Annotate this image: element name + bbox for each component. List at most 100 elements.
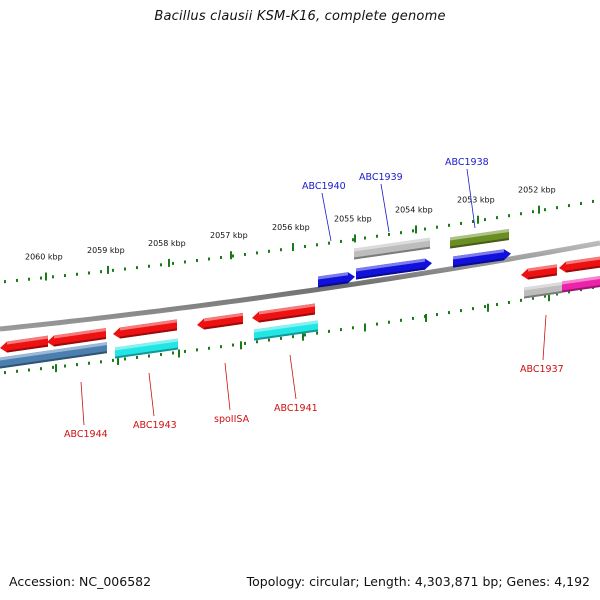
gene-abc1941-arrow[interactable] bbox=[252, 303, 315, 323]
gene-abc1944-feature-shadow bbox=[0, 351, 107, 369]
upper-scale-dot bbox=[568, 204, 570, 208]
gene-abc1938-feature-highlight bbox=[450, 229, 509, 241]
scale-tick bbox=[477, 215, 479, 224]
gene-abc1939-feature[interactable] bbox=[354, 237, 430, 260]
upper-scale-dot bbox=[208, 257, 210, 261]
lower-scale-dot bbox=[124, 357, 126, 361]
upper-scale-dot bbox=[40, 276, 42, 280]
gene-abc1941-feature[interactable] bbox=[254, 320, 318, 341]
lower-scale-dot bbox=[232, 343, 234, 347]
gene-label[interactable]: ABC1939 bbox=[359, 172, 403, 183]
upper-scale-dot bbox=[580, 202, 582, 206]
gene-abc1941-feature-highlight bbox=[254, 320, 318, 333]
lower-scale-dot bbox=[268, 338, 270, 342]
lower-scale-dot bbox=[304, 333, 306, 337]
genome-summary: Topology: circularLength: 4,303,871 bpGe… bbox=[247, 574, 590, 589]
gene-abc1943-feature-shadow bbox=[115, 347, 178, 359]
upper-scale-dot bbox=[592, 199, 594, 203]
lower-scale-dot bbox=[448, 311, 450, 315]
lower-scale-dot bbox=[76, 363, 78, 367]
gene-label[interactable]: ABC1937 bbox=[520, 364, 564, 375]
gene-abc1943-feature-highlight bbox=[115, 338, 178, 351]
gene-abc1944-feature-highlight bbox=[0, 342, 107, 361]
lower-scale-dot bbox=[112, 358, 114, 362]
lower-scale-dot bbox=[292, 335, 294, 339]
upper-scale-dot bbox=[148, 264, 150, 268]
lower-scale-dot bbox=[544, 294, 546, 298]
lower-scale-dot bbox=[484, 305, 486, 309]
gene-abc1944-arrow-a[interactable] bbox=[0, 335, 48, 353]
gene-abc1937-feature[interactable] bbox=[524, 282, 562, 299]
gene-abc1938-arrow-highlight bbox=[453, 249, 504, 260]
gene-abc1937-arrow-b-highlight bbox=[566, 256, 600, 265]
gene-label[interactable]: ABC1940 bbox=[302, 181, 346, 192]
gene-label-leader bbox=[466, 168, 476, 229]
gene-abc1943-feature[interactable] bbox=[115, 338, 178, 359]
lower-scale-dot bbox=[220, 345, 222, 349]
upper-scale-dot bbox=[388, 232, 390, 236]
gene-abc1937-arrow-a[interactable] bbox=[521, 264, 557, 280]
gene-abc1938-arrow-shadow bbox=[453, 258, 504, 268]
lower-scale-dot bbox=[328, 329, 330, 333]
lower-scale-dot bbox=[436, 313, 438, 317]
lower-scale-dot bbox=[64, 364, 66, 368]
lower-scale-dot bbox=[256, 340, 258, 344]
gene-abc1939-arrow-highlight bbox=[356, 258, 425, 272]
upper-scale-dot bbox=[532, 210, 534, 214]
gene-label[interactable]: spoIISA bbox=[214, 414, 250, 425]
lower-scale-dot bbox=[532, 296, 534, 300]
gene-abc1944-feature[interactable] bbox=[0, 342, 107, 369]
gene-abc1944-arrow-b-shadow bbox=[54, 337, 106, 347]
gene-label-leader bbox=[321, 192, 332, 242]
upper-scale-dot bbox=[436, 225, 438, 229]
gene-abc1937-feature-b[interactable] bbox=[562, 276, 600, 293]
scale-tick bbox=[292, 243, 294, 252]
gene-abc1937-feature-b-shadow bbox=[562, 285, 600, 293]
accession-text: Accession: NC_006582 bbox=[9, 574, 152, 589]
gene-abc1938-feature[interactable] bbox=[450, 229, 509, 249]
gene-spoIISA-arrow-shadow bbox=[204, 321, 243, 330]
gene-abc1939-arrow[interactable] bbox=[356, 258, 432, 280]
gene-abc1943-arrow[interactable] bbox=[113, 319, 177, 339]
lower-scale-dot bbox=[280, 336, 282, 340]
length-text: Length: 4,303,871 bp bbox=[355, 574, 498, 589]
lower-scale-dot bbox=[412, 316, 414, 320]
gene-label-leader bbox=[224, 362, 231, 411]
gene-label[interactable]: ABC1938 bbox=[445, 157, 489, 168]
lower-scale-dot bbox=[244, 341, 246, 345]
upper-scale-dot bbox=[544, 208, 546, 212]
upper-scale-dot bbox=[64, 274, 66, 278]
gene-abc1943-arrow-highlight bbox=[120, 319, 177, 331]
upper-scale-dot bbox=[244, 252, 246, 256]
scale-tick-label: 2060 kbp bbox=[25, 253, 63, 262]
upper-scale-dot bbox=[352, 238, 354, 242]
upper-scale-dot bbox=[364, 236, 366, 240]
upper-scale-dot bbox=[508, 214, 510, 218]
upper-scale-dot bbox=[112, 268, 114, 272]
lower-scale-dot bbox=[568, 290, 570, 294]
upper-scale-dot bbox=[124, 267, 126, 271]
upper-scale-dot bbox=[256, 251, 258, 255]
gene-label[interactable]: ABC1943 bbox=[133, 420, 177, 431]
scale-tick-label: 2056 kbp bbox=[272, 223, 310, 232]
gene-label[interactable]: ABC1944 bbox=[64, 429, 108, 440]
gene-abc1937-arrow-b[interactable] bbox=[559, 256, 600, 273]
lower-scale-dot bbox=[136, 355, 138, 359]
scale-tick bbox=[107, 265, 109, 274]
scale-tick bbox=[538, 205, 540, 214]
lower-scale-dot bbox=[340, 328, 342, 332]
upper-scale-dot bbox=[268, 249, 270, 253]
lower-scale-dot bbox=[52, 365, 54, 369]
gene-abc1940-arrow[interactable] bbox=[318, 272, 355, 288]
gene-abc1944-arrow-b[interactable] bbox=[47, 328, 106, 347]
gene-abc1940-arrow-highlight bbox=[318, 272, 348, 280]
gene-spoIISA-arrow[interactable] bbox=[197, 312, 243, 330]
upper-scale-dot bbox=[100, 270, 102, 274]
gene-label[interactable]: ABC1941 bbox=[274, 403, 318, 414]
upper-scale-dot bbox=[556, 206, 558, 210]
lower-scale-dot bbox=[196, 348, 198, 352]
scale-tick bbox=[487, 303, 489, 312]
gene-abc1944-arrow-a-shadow bbox=[7, 344, 48, 353]
gene-abc1938-arrow[interactable] bbox=[453, 249, 511, 268]
